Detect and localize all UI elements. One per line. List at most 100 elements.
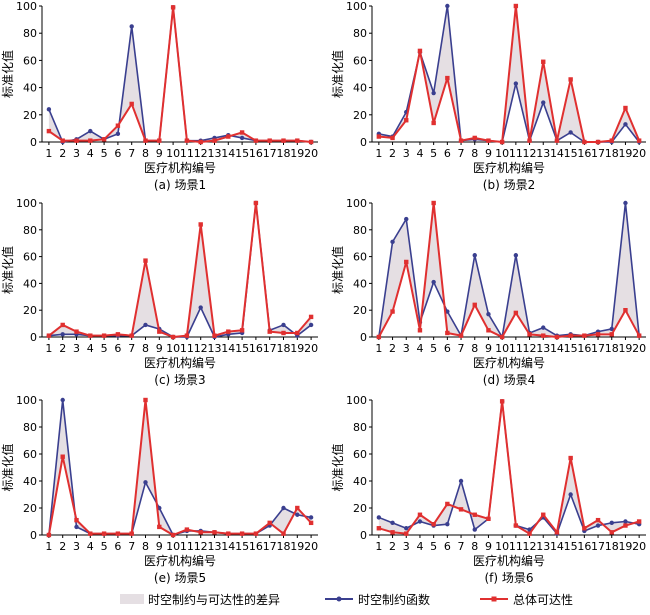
x-tick-label: 8 <box>142 147 149 160</box>
data-point-accessibility <box>198 530 203 535</box>
x-tick-label: 15 <box>235 540 249 553</box>
x-tick-label: 7 <box>128 540 135 553</box>
data-point-accessibility <box>157 138 162 143</box>
x-tick-label: 16 <box>249 342 263 355</box>
x-tick-label: 10 <box>495 342 509 355</box>
x-tick-label: 17 <box>591 540 605 553</box>
x-tick-label: 9 <box>485 147 492 160</box>
data-point-accessibility <box>527 332 532 337</box>
x-tick-label: 1 <box>45 540 52 553</box>
x-tick-label: 19 <box>290 540 304 553</box>
data-point-accessibility <box>486 138 491 143</box>
data-point-accessibility <box>101 531 107 536</box>
x-tick-label: 12 <box>523 147 537 160</box>
data-point-accessibility <box>486 516 491 521</box>
x-tick-label: 19 <box>290 147 304 160</box>
data-point-accessibility <box>129 531 134 536</box>
data-point-accessibility <box>226 531 231 536</box>
data-point-constraint <box>281 322 286 328</box>
data-point-accessibility <box>212 138 217 143</box>
series-line-constraint <box>48 399 312 536</box>
x-tick-label: 4 <box>87 147 94 160</box>
y-tick-label: 40 <box>353 82 367 95</box>
data-point-accessibility <box>636 138 642 143</box>
x-tick-label: 11 <box>509 342 523 355</box>
data-point-accessibility <box>417 328 423 333</box>
x-tick-label: 20 <box>304 147 318 160</box>
x-tick-label: 8 <box>471 147 478 160</box>
panel-title: (d) 场景4 <box>483 373 535 387</box>
data-point-constraint <box>308 322 314 328</box>
data-point-constraint <box>431 90 436 96</box>
y-tick-label: 80 <box>23 27 37 40</box>
x-tick-label: 15 <box>564 342 578 355</box>
x-tick-label: 18 <box>605 342 619 355</box>
data-point-constraint <box>129 24 134 29</box>
x-tick-label: 11 <box>509 540 523 553</box>
data-point-constraint <box>404 526 409 531</box>
y-axis-label: 标准化值 <box>330 50 345 98</box>
data-point-accessibility <box>513 310 519 316</box>
panel-title: (f) 场景6 <box>484 571 533 585</box>
y-tick-label: 40 <box>23 277 37 290</box>
data-point-accessibility <box>184 333 190 338</box>
data-point-accessibility <box>486 328 491 333</box>
x-tick-label: 9 <box>156 147 163 160</box>
data-point-constraint <box>239 135 245 141</box>
data-point-constraint <box>541 100 546 105</box>
data-point-accessibility <box>115 332 121 337</box>
data-point-accessibility <box>184 138 190 143</box>
data-point-accessibility <box>582 333 587 338</box>
x-tick-label: 18 <box>277 342 291 355</box>
y-tick-label: 100 <box>16 197 37 210</box>
data-point-accessibility <box>46 128 52 134</box>
data-point-constraint <box>623 519 628 524</box>
x-tick-label: 6 <box>114 540 121 553</box>
x-tick-label: 11 <box>509 147 523 160</box>
legend: 时空制约与可达性的差异 时空制约函数 总体可达性 <box>120 592 573 607</box>
series-line-accessibility <box>48 202 312 338</box>
series-line-accessibility <box>378 5 641 143</box>
data-point-constraint <box>445 522 450 527</box>
data-point-accessibility <box>88 333 93 338</box>
x-tick-label: 4 <box>416 342 423 355</box>
data-point-accessibility <box>46 532 52 538</box>
data-point-constraint <box>568 130 573 135</box>
x-tick-label: 13 <box>536 342 550 355</box>
data-point-constraint <box>609 520 614 526</box>
x-tick-label: 6 <box>444 147 451 160</box>
data-point-accessibility <box>376 134 382 139</box>
data-point-accessibility <box>472 302 477 308</box>
y-axis-label: 标准化值 <box>330 246 345 294</box>
data-point-accessibility <box>74 329 79 334</box>
data-point-accessibility <box>226 329 231 334</box>
x-tick-label: 6 <box>114 342 121 355</box>
data-point-accessibility <box>281 330 286 336</box>
data-point-constraint <box>281 505 286 511</box>
y-axis-label: 标准化值 <box>0 50 15 98</box>
x-tick-label: 17 <box>263 147 277 160</box>
y-tick-label: 60 <box>353 448 367 461</box>
data-point-accessibility <box>376 526 382 531</box>
y-axis-label: 标准化值 <box>0 246 15 294</box>
data-point-accessibility <box>541 333 546 338</box>
x-tick-label: 13 <box>208 342 222 355</box>
y-tick-label: 80 <box>353 27 367 40</box>
x-tick-label: 10 <box>166 540 180 553</box>
x-tick-label: 20 <box>304 540 318 553</box>
data-point-constraint <box>198 305 203 310</box>
y-tick-label: 40 <box>23 82 37 95</box>
x-tick-label: 5 <box>430 342 437 355</box>
data-point-accessibility <box>253 531 259 536</box>
x-tick-label: 7 <box>458 147 465 160</box>
x-tick-label: 17 <box>263 540 277 553</box>
x-tick-label: 18 <box>605 147 619 160</box>
data-point-constraint <box>308 515 314 520</box>
data-point-constraint <box>88 128 93 134</box>
legend-swatch-diff <box>120 594 144 604</box>
data-point-accessibility <box>157 524 162 530</box>
x-tick-label: 5 <box>101 147 108 160</box>
x-tick-label: 14 <box>550 342 564 355</box>
